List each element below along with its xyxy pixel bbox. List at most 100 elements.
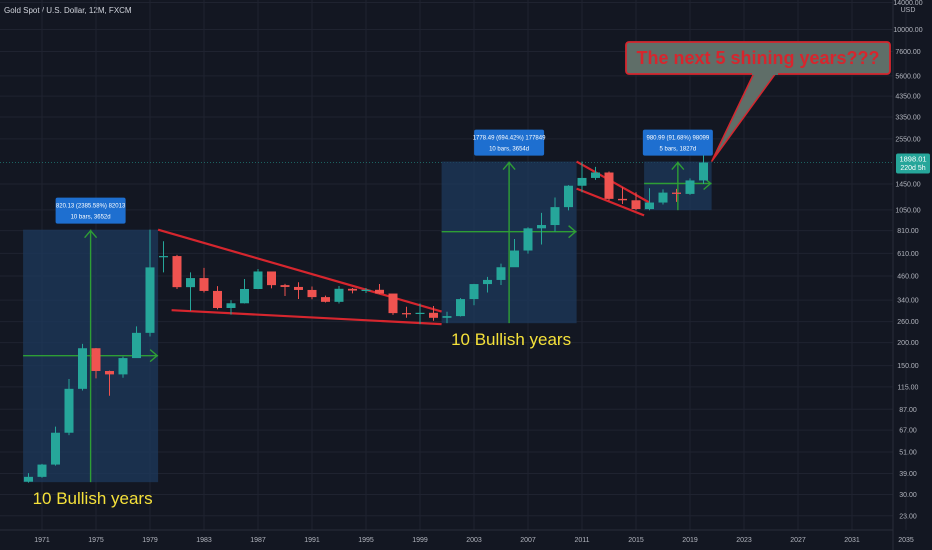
y-tick-label: 67.00 [899, 428, 917, 435]
candle-body [658, 192, 668, 203]
y-tick-label: 260.00 [897, 319, 919, 326]
candle-body [24, 476, 33, 482]
y-tick-label: 150.00 [897, 363, 919, 370]
trendline [171, 309, 442, 326]
candle-body [37, 464, 47, 477]
callout-annotation: The next 5 shining years??? [625, 41, 891, 163]
x-tick-label: 2027 [790, 537, 806, 544]
measure-label-box [474, 129, 545, 156]
x-tick-label: 1995 [358, 537, 374, 544]
candle-body [334, 288, 344, 302]
y-tick-label: 200.00 [897, 340, 919, 347]
candle-body [375, 289, 384, 294]
candle-body [91, 348, 101, 372]
candlesticks [24, 155, 708, 483]
x-tick-label: 2007 [520, 537, 536, 544]
candle-body [564, 185, 573, 208]
last-price-badge: 1898.01 220d 5h [896, 153, 930, 174]
measure-label-bars: 10 bars, 3652d [71, 215, 111, 221]
callout-joint [752, 71, 778, 75]
candle-body [699, 162, 708, 181]
x-tick-label: 2003 [466, 537, 482, 544]
x-tick-label: 2023 [736, 537, 752, 544]
candle-body [348, 288, 357, 291]
measure-label-bars: 10 bars, 3654d [489, 147, 529, 153]
candle-body [64, 388, 74, 433]
measure-label-change: 1778.49 (694.42%) 177849 [473, 136, 546, 142]
measure-label-change: 980.99 (91.68%) 98099 [646, 136, 709, 142]
measure-label-bars: 5 bars, 1827d [659, 147, 696, 153]
candle-body [429, 312, 438, 318]
y-tick-label: 10000.00 [893, 27, 922, 34]
candle-body [240, 288, 249, 304]
last-price-countdown: 220d 5h [900, 165, 925, 172]
candle-body [523, 228, 533, 251]
candle-body [442, 316, 452, 318]
candle-body [577, 177, 587, 186]
last-price-value: 1898.01 [899, 154, 926, 163]
candle-body [199, 278, 209, 291]
y-tick-label: 4350.00 [895, 94, 920, 101]
measure-label-change: 820.13 (2385.58%) 82013 [56, 204, 126, 210]
measure-label-box [55, 197, 126, 224]
y-tick-label: 610.00 [897, 251, 919, 258]
candle-body [496, 267, 506, 280]
candle-body [213, 290, 222, 308]
trendline [157, 228, 442, 313]
candle-body [415, 312, 425, 315]
candle-body [388, 293, 398, 314]
candle-body [645, 202, 654, 210]
x-tick-label: 1983 [196, 537, 212, 544]
candle-body [172, 256, 182, 288]
candle-body [294, 286, 303, 290]
x-tick-label: 1979 [142, 537, 158, 544]
y-tick-label: 51.00 [899, 450, 917, 457]
y-tick-label: 460.00 [897, 273, 919, 280]
bullish-years-annotation: 10 Bullish years [451, 330, 571, 349]
measure-label-box [642, 129, 713, 156]
y-tick-label: 1450.00 [895, 182, 920, 189]
candle-body [483, 279, 492, 285]
candle-body [186, 278, 195, 288]
y-tick-label: 7600.00 [895, 49, 920, 56]
x-tick-label: 2019 [682, 537, 698, 544]
measure-arrowhead-right [149, 349, 159, 363]
candle-body [361, 289, 371, 291]
candle-body [78, 348, 87, 389]
last-price-box [896, 153, 930, 174]
x-tick-label: 1991 [304, 537, 320, 544]
chart-title: Gold Spot / U.S. Dollar, 12M, FXCM [4, 6, 132, 15]
measure-arrowhead-up [671, 161, 685, 171]
y-tick-label: 87.00 [899, 407, 917, 414]
x-tick-label: 1971 [34, 537, 50, 544]
y-tick-label: 5600.00 [895, 73, 920, 80]
candle-body [105, 371, 114, 375]
candle-body [253, 271, 263, 289]
x-tick-label: 2011 [574, 537, 589, 544]
candle-body [456, 299, 465, 317]
measure-arrowhead-up [84, 229, 98, 239]
candle-body [159, 256, 168, 258]
y-tick-label: 39.00 [899, 471, 917, 478]
callout-text: The next 5 shining years??? [636, 48, 879, 68]
x-tick-label: 1999 [412, 537, 428, 544]
candle-body [402, 313, 411, 315]
y-tick-label: 810.00 [897, 228, 919, 235]
y-tick-label: 30.00 [899, 492, 917, 499]
currency-label: USD [901, 7, 916, 14]
candle-body [267, 271, 276, 286]
candle-body [618, 198, 627, 201]
y-tick-label: 3350.00 [895, 115, 920, 122]
candle-body [672, 192, 681, 194]
candle-body [307, 289, 317, 298]
candle-body [537, 225, 546, 229]
time-axis[interactable]: 1971 1975 1979 1983 1987 1991 1995 1999 2003 2007… [34, 537, 914, 544]
candle-body [469, 284, 479, 300]
candle-body [145, 267, 155, 333]
candle-body [132, 332, 141, 359]
measure-arrowhead-right [568, 225, 577, 239]
price-axis[interactable]: USD 23.00 30.00 39.00 51.00 67.00 87.00 115.00… [893, 0, 922, 520]
candle-body [631, 200, 641, 210]
